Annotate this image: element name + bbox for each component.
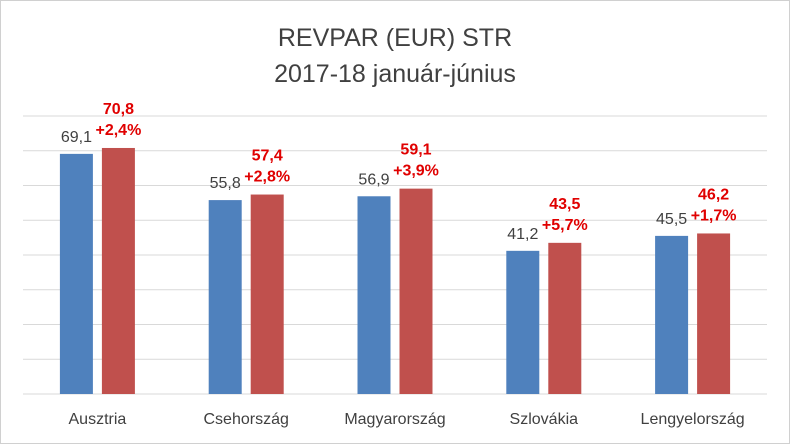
data-label-2018: 70,8 bbox=[103, 101, 134, 118]
chart-subtitle: 2017-18 január-június bbox=[274, 60, 516, 88]
change-label: +1,7% bbox=[691, 207, 737, 224]
data-label-2017: 55,8 bbox=[210, 175, 241, 192]
bar-2017 bbox=[208, 200, 242, 394]
x-tick-label: Szlovákia bbox=[510, 411, 579, 428]
data-label-2018: 43,5 bbox=[549, 196, 580, 213]
bar-2018 bbox=[250, 194, 284, 394]
data-label-2018: 57,4 bbox=[252, 148, 283, 165]
data-label-2017: 56,9 bbox=[358, 171, 389, 188]
data-label-2017: 45,5 bbox=[656, 211, 687, 228]
bar-2018 bbox=[399, 188, 433, 394]
bar-2018 bbox=[548, 242, 582, 394]
bar-2018 bbox=[101, 147, 135, 394]
change-label: +2,4% bbox=[95, 122, 141, 139]
x-tick-label: Ausztria bbox=[69, 411, 127, 428]
bar-2017 bbox=[655, 235, 689, 394]
data-label-2018: 59,1 bbox=[400, 142, 431, 159]
bar-2018 bbox=[697, 233, 731, 394]
data-label-2018: 46,2 bbox=[698, 186, 729, 203]
x-tick-label: Lengyelország bbox=[641, 411, 745, 428]
data-label-2017: 41,2 bbox=[507, 226, 538, 243]
x-tick-label: Csehország bbox=[204, 411, 289, 428]
chart-title: REVPAR (EUR) STR bbox=[277, 24, 513, 52]
bar-2017 bbox=[59, 153, 93, 394]
change-label: +2,8% bbox=[244, 169, 290, 186]
data-label-2017: 69,1 bbox=[61, 129, 92, 146]
bar-2017 bbox=[357, 196, 391, 394]
change-label: +5,7% bbox=[542, 217, 588, 234]
bar-2017 bbox=[506, 250, 540, 394]
change-label: +3,9% bbox=[393, 163, 439, 180]
x-tick-label: Magyarország bbox=[344, 411, 445, 428]
